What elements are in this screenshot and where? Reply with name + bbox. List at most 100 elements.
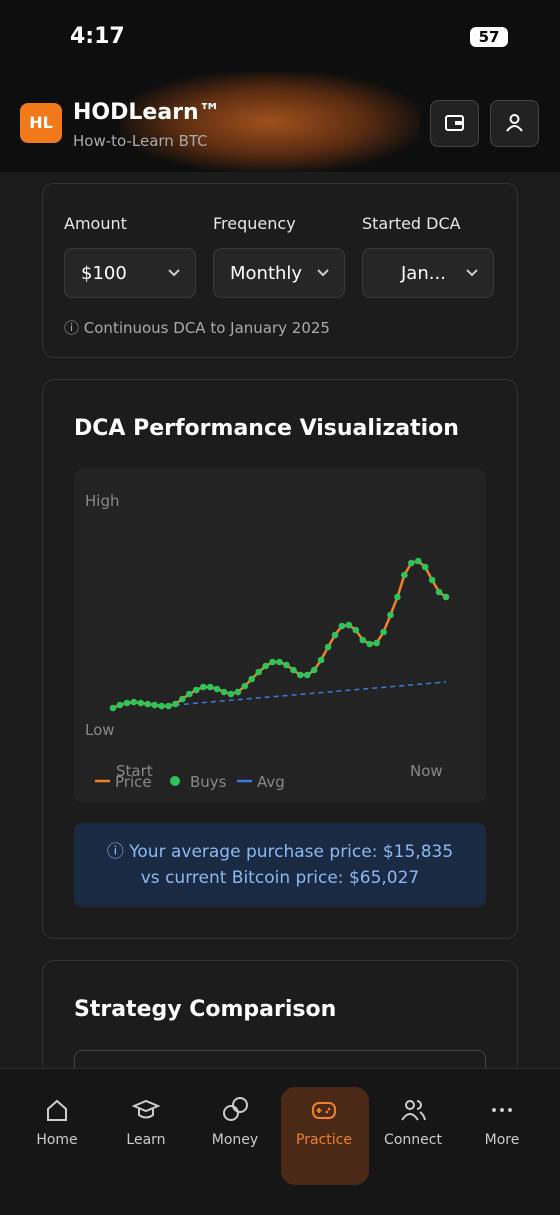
nav-tab[interactable]: Home [13, 1096, 101, 1148]
buy-dot [206, 683, 214, 691]
settings-card: Amount Frequency Started DCA $100 Monthl… [42, 183, 518, 358]
buy-dot [269, 658, 276, 666]
profile-button[interactable] [490, 100, 539, 147]
clock: 4:17 [70, 24, 125, 49]
value: Jan... [401, 263, 446, 284]
note: ⓘ Continuous DCA to January 2025 [64, 319, 330, 337]
buy-dot [401, 571, 408, 579]
buy-dot [255, 668, 262, 676]
nav-tab[interactable]: Learn [102, 1096, 190, 1148]
buy-dot [123, 699, 131, 707]
buy-dot [303, 671, 311, 679]
app-title: HODLearn™ [73, 100, 221, 125]
buy-dot [130, 698, 138, 706]
legend-dot [170, 776, 180, 786]
buy-dot [276, 658, 283, 666]
buy-dot [262, 662, 269, 670]
buy-dot [435, 588, 443, 596]
buy-dot [227, 690, 235, 698]
buy-dot [414, 557, 422, 565]
buy-dot [359, 636, 367, 644]
nav-icon [312, 1102, 336, 1119]
buy-dot [394, 593, 401, 601]
buy-dot [387, 611, 394, 619]
legend-label: Avg [257, 773, 285, 791]
info-line: vs current Bitcoin price: $65,027 [140, 868, 420, 888]
dropdown[interactable]: Monthly [213, 248, 345, 298]
buy-dot [428, 576, 436, 584]
buy-dot [331, 631, 339, 639]
buy-dot [241, 682, 249, 690]
nav-label: Money [211, 1132, 259, 1148]
buy-dot [408, 559, 415, 567]
buy-dot [442, 593, 450, 601]
nav-tab[interactable]: Money [191, 1096, 279, 1148]
buy-dot [324, 643, 332, 651]
buy-dot [338, 622, 346, 630]
info-box: ⓘ Your average purchase price: $15,835 vs… [74, 823, 486, 907]
nav-tab[interactable]: Practice [280, 1096, 368, 1148]
buy-dot [234, 688, 242, 696]
nav-icon [47, 1099, 67, 1121]
buy-dot [172, 700, 179, 708]
axis-label: Start [116, 762, 153, 780]
buy-dot [352, 626, 360, 634]
legend-label: Price [115, 773, 152, 791]
buy-dot [144, 700, 151, 708]
buy-dot [192, 686, 200, 694]
buy-dot [213, 685, 221, 693]
app-subtitle: How-to-Learn BTC [73, 132, 208, 150]
nav-label: Learn [126, 1132, 166, 1148]
nav-icon [401, 1100, 426, 1121]
buy-dot [179, 695, 186, 703]
chart-title: DCA Performance Visualization [74, 416, 459, 441]
buy-dot [137, 699, 145, 707]
buy-dot [186, 690, 193, 698]
nav-tab[interactable]: More [458, 1096, 546, 1148]
buy-dot [380, 628, 387, 636]
glow [120, 72, 420, 172]
axis-label: Now [410, 762, 443, 780]
chart-bg [74, 469, 486, 802]
buy-dot [345, 621, 353, 629]
buy-dot [366, 640, 373, 648]
nav-icon [223, 1097, 248, 1121]
note-text: Continuous DCA to January 2025 [83, 319, 330, 337]
buy-dot [310, 666, 318, 674]
buy-dot [116, 701, 124, 709]
nav-label: Connect [384, 1132, 442, 1148]
axis-label: High [85, 492, 119, 510]
buy-dot [283, 661, 290, 669]
avg-line [174, 681, 447, 706]
bottom-nav [0, 1068, 560, 1215]
info-line: Your average purchase price: $15,835 [129, 842, 454, 862]
legend-label: Buys [190, 773, 227, 791]
buy-dot [151, 701, 158, 709]
buy-dot [165, 702, 172, 710]
nav-label: Practice [296, 1132, 352, 1148]
nav-icon [132, 1099, 160, 1119]
logo[interactable]: HL [20, 103, 62, 143]
wallet-button[interactable] [430, 100, 479, 147]
label: Amount [64, 214, 127, 233]
buy-dot [297, 671, 304, 679]
buy-dot [317, 656, 325, 664]
nav-label: More [484, 1132, 520, 1148]
label: Frequency [213, 214, 296, 233]
section-title: Strategy Comparison [74, 997, 337, 1022]
buy-dot [220, 688, 228, 696]
dropdown[interactable]: $100 [64, 248, 196, 298]
buy-dot [158, 702, 165, 710]
nav-tab[interactable]: Connect [369, 1096, 457, 1148]
buy-dot [421, 563, 429, 571]
dropdown[interactable]: Jan... [362, 248, 494, 298]
value: $100 [81, 263, 127, 284]
value: Monthly [230, 263, 303, 284]
battery: 57 [470, 27, 508, 47]
nav-label: Home [36, 1132, 78, 1148]
buy-dot [109, 704, 117, 712]
label: Started DCA [362, 214, 461, 233]
nav-icon [492, 1108, 512, 1112]
buy-dot [199, 683, 207, 691]
buy-dot [290, 666, 297, 674]
